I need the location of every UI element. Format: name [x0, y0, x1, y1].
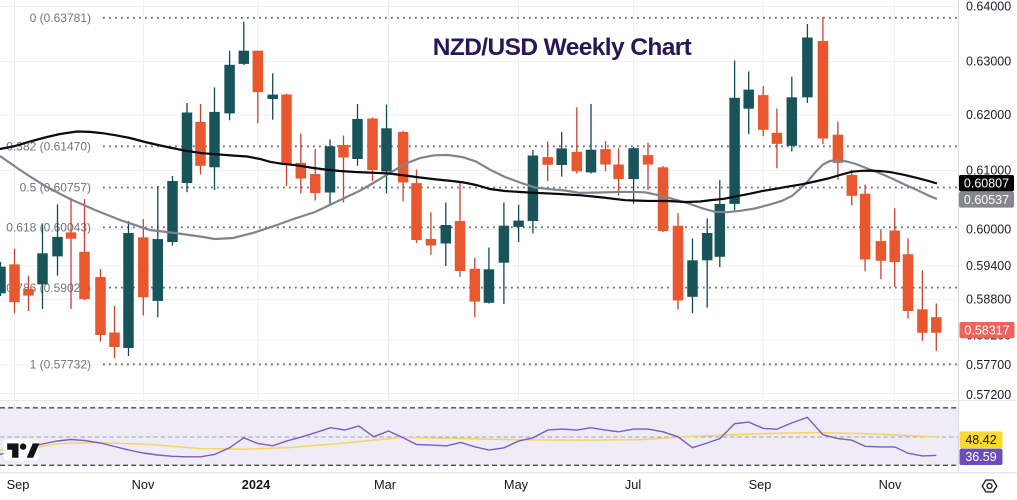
svg-text:0.61000: 0.61000	[966, 164, 1011, 178]
svg-text:0.59400: 0.59400	[966, 259, 1011, 273]
svg-text:0.618 (0.60043): 0.618 (0.60043)	[6, 221, 91, 235]
svg-text:0.57200: 0.57200	[966, 388, 1011, 402]
svg-text:0.60000: 0.60000	[966, 223, 1011, 237]
svg-text:0.62000: 0.62000	[966, 108, 1011, 122]
svg-text:Sep: Sep	[749, 477, 772, 492]
svg-text:0.64000: 0.64000	[966, 0, 1011, 14]
svg-text:0.58317: 0.58317	[964, 323, 1009, 337]
svg-text:May: May	[504, 477, 529, 492]
svg-text:NZD/USD Weekly Chart: NZD/USD Weekly Chart	[433, 34, 692, 61]
svg-text:0.58800: 0.58800	[966, 293, 1011, 307]
svg-text:Nov: Nov	[132, 477, 155, 492]
svg-text:Jul: Jul	[625, 477, 641, 492]
svg-text:0.382 (0.61470): 0.382 (0.61470)	[6, 140, 91, 154]
svg-text:0.60537: 0.60537	[964, 193, 1009, 207]
svg-text:0.5 (0.60757): 0.5 (0.60757)	[20, 181, 91, 195]
svg-text:Sep: Sep	[7, 477, 30, 492]
svg-text:0.60807: 0.60807	[964, 177, 1009, 191]
svg-text:2024: 2024	[242, 477, 271, 492]
svg-text:0.63000: 0.63000	[966, 55, 1011, 69]
svg-text:0.57700: 0.57700	[966, 358, 1011, 372]
svg-text:Nov: Nov	[879, 477, 902, 492]
svg-text:0 (0.63781): 0 (0.63781)	[30, 11, 91, 25]
svg-text:Mar: Mar	[374, 477, 397, 492]
svg-text:1 (0.57732): 1 (0.57732)	[30, 358, 91, 372]
svg-text:48.42: 48.42	[965, 433, 996, 447]
svg-text:36.59: 36.59	[965, 450, 996, 464]
